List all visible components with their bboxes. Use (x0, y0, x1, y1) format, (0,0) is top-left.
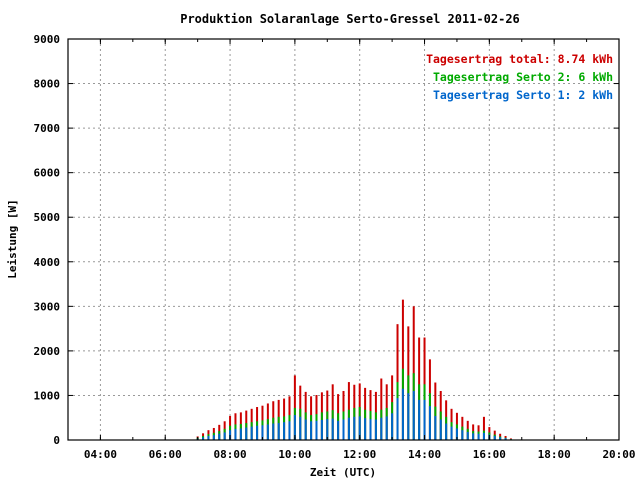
bar-total (412, 306, 415, 440)
bar-total (293, 375, 296, 440)
y-tick-label: 3000 (34, 300, 61, 313)
y-tick-label: 8000 (34, 78, 61, 91)
x-tick-label: 08:00 (213, 448, 246, 461)
bar-serto-1 (207, 435, 210, 440)
bar-serto-1 (272, 423, 275, 440)
bar-serto-1 (396, 398, 399, 440)
bar-serto-1 (342, 419, 345, 440)
x-tick-label: 16:00 (473, 448, 506, 461)
bar-total (380, 378, 383, 440)
y-tick-labels: 0 1000 2000 3000 4000 5000 6000 7000 8000 9000 (34, 33, 61, 447)
x-tick-label: 06:00 (149, 448, 182, 461)
bar-serto-1 (434, 415, 437, 440)
bar-serto-1 (418, 399, 421, 440)
bar-serto-1 (212, 435, 215, 440)
bar-serto-1 (423, 399, 426, 440)
y-tick-label: 2000 (34, 345, 61, 358)
bar-serto-1 (256, 425, 259, 440)
bar-serto-1 (477, 433, 480, 440)
bar-serto-1 (493, 435, 496, 440)
chart-title: Produktion Solaranlage Serto-Gressel 201… (180, 12, 520, 26)
bar-serto-1 (337, 420, 340, 440)
bar-serto-1 (277, 423, 280, 440)
bar-serto-1 (331, 418, 334, 440)
bar-serto-1 (310, 421, 313, 440)
bar-serto-1 (250, 426, 253, 440)
bar-serto-1 (374, 419, 377, 440)
bar-serto-1 (364, 418, 367, 440)
bar-serto-1 (450, 426, 453, 440)
bar-serto-1 (380, 417, 383, 440)
bar-serto-1 (245, 427, 248, 440)
y-axis-label: Leistung [W] (6, 199, 19, 278)
x-tick-labels: 04:00 06:00 08:00 10:00 12:00 14:00 16:00 18:00… (84, 448, 636, 461)
legend-entry: Tagesertrag Serto 2: 6 kWh (433, 70, 613, 84)
bar-serto-1 (266, 424, 269, 440)
y-tick-label: 4000 (34, 256, 61, 269)
bar-serto-1 (283, 422, 286, 440)
bar-serto-1 (401, 388, 404, 440)
y-tick-label: 1000 (34, 389, 61, 402)
bar-serto-1 (369, 419, 372, 440)
bar-serto-1 (504, 438, 507, 440)
y-tick-label: 5000 (34, 211, 61, 224)
bar-serto-1 (202, 437, 205, 440)
bar-serto-1 (428, 406, 431, 440)
x-tick-label: 18:00 (538, 448, 571, 461)
plot-frame (67, 38, 620, 441)
bar-serto-1 (391, 413, 394, 440)
bar-serto-1 (234, 428, 237, 440)
bar-serto-1 (304, 419, 307, 440)
x-tick-label: 10:00 (278, 448, 311, 461)
x-axis-label: Zeit (UTC) (310, 466, 376, 479)
x-tick-label: 04:00 (84, 448, 117, 461)
y-tick-label: 6000 (34, 167, 61, 180)
y-tick-label: 7000 (34, 122, 61, 135)
y-tick-label: 0 (53, 434, 60, 447)
bar-serto-1 (293, 415, 296, 440)
legend-entry: Tagesertrag Serto 1: 2 kWh (433, 88, 613, 102)
bar-serto-1 (499, 437, 502, 440)
bar-serto-1 (445, 423, 448, 440)
bar-serto-1 (326, 419, 329, 440)
bar-series (196, 299, 512, 440)
grid-lines (68, 39, 619, 440)
bar-serto-1 (261, 425, 264, 440)
bar-total (482, 416, 485, 440)
legend: Tagesertrag total: 8.74 kWh Tagesertrag S… (426, 52, 613, 102)
x-tick-label: 20:00 (602, 448, 635, 461)
y-tick-label: 9000 (34, 33, 61, 46)
legend-entry: Tagesertrag total: 8.74 kWh (426, 52, 613, 66)
bar-serto-1 (385, 416, 388, 440)
bar-serto-1 (407, 393, 410, 440)
bar-serto-1 (466, 431, 469, 440)
bar-serto-1 (288, 421, 291, 440)
x-tick-label: 14:00 (408, 448, 441, 461)
bar-serto-1 (347, 417, 350, 440)
bar-serto-1 (439, 419, 442, 440)
bar-serto-1 (353, 416, 356, 440)
bar-serto-1 (482, 432, 485, 440)
axis-ticks (67, 38, 620, 441)
bar-serto-1 (461, 430, 464, 440)
bar-serto-1 (223, 432, 226, 440)
bar-serto-1 (358, 416, 361, 440)
bar-serto-1 (472, 433, 475, 440)
bar-serto-1 (299, 416, 302, 440)
bar-serto-1 (315, 420, 318, 440)
bar-serto-1 (320, 419, 323, 440)
bar-serto-1 (218, 433, 221, 440)
x-tick-label: 12:00 (343, 448, 376, 461)
bar-serto-1 (412, 390, 415, 440)
bar-serto-1 (239, 428, 242, 440)
bar-serto-1 (455, 428, 458, 440)
